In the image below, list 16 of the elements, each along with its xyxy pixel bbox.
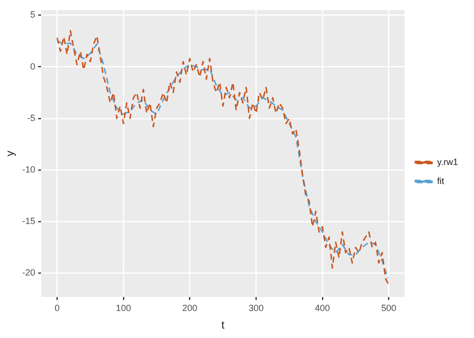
y-tick-label: -10 xyxy=(22,164,36,174)
legend-label: fit xyxy=(437,176,445,186)
y-tick-label: 5 xyxy=(30,10,36,20)
x-tick-label: 100 xyxy=(116,302,131,313)
x-tick-label: 500 xyxy=(381,302,396,313)
x-tick-label: 200 xyxy=(182,302,198,313)
x-tick-label: 400 xyxy=(314,302,330,313)
y-tick-label: -5 xyxy=(27,112,36,123)
legend-label: y.rw1 xyxy=(437,156,458,167)
x-tick-label: 0 xyxy=(54,302,60,313)
y-tick-label: 0 xyxy=(30,61,36,72)
y-tick-label: -20 xyxy=(22,268,36,278)
y-tick-label: -15 xyxy=(22,216,36,226)
y-axis-title: y xyxy=(4,150,17,156)
x-tick-label: 300 xyxy=(248,302,264,313)
x-axis-title: t xyxy=(221,319,224,332)
